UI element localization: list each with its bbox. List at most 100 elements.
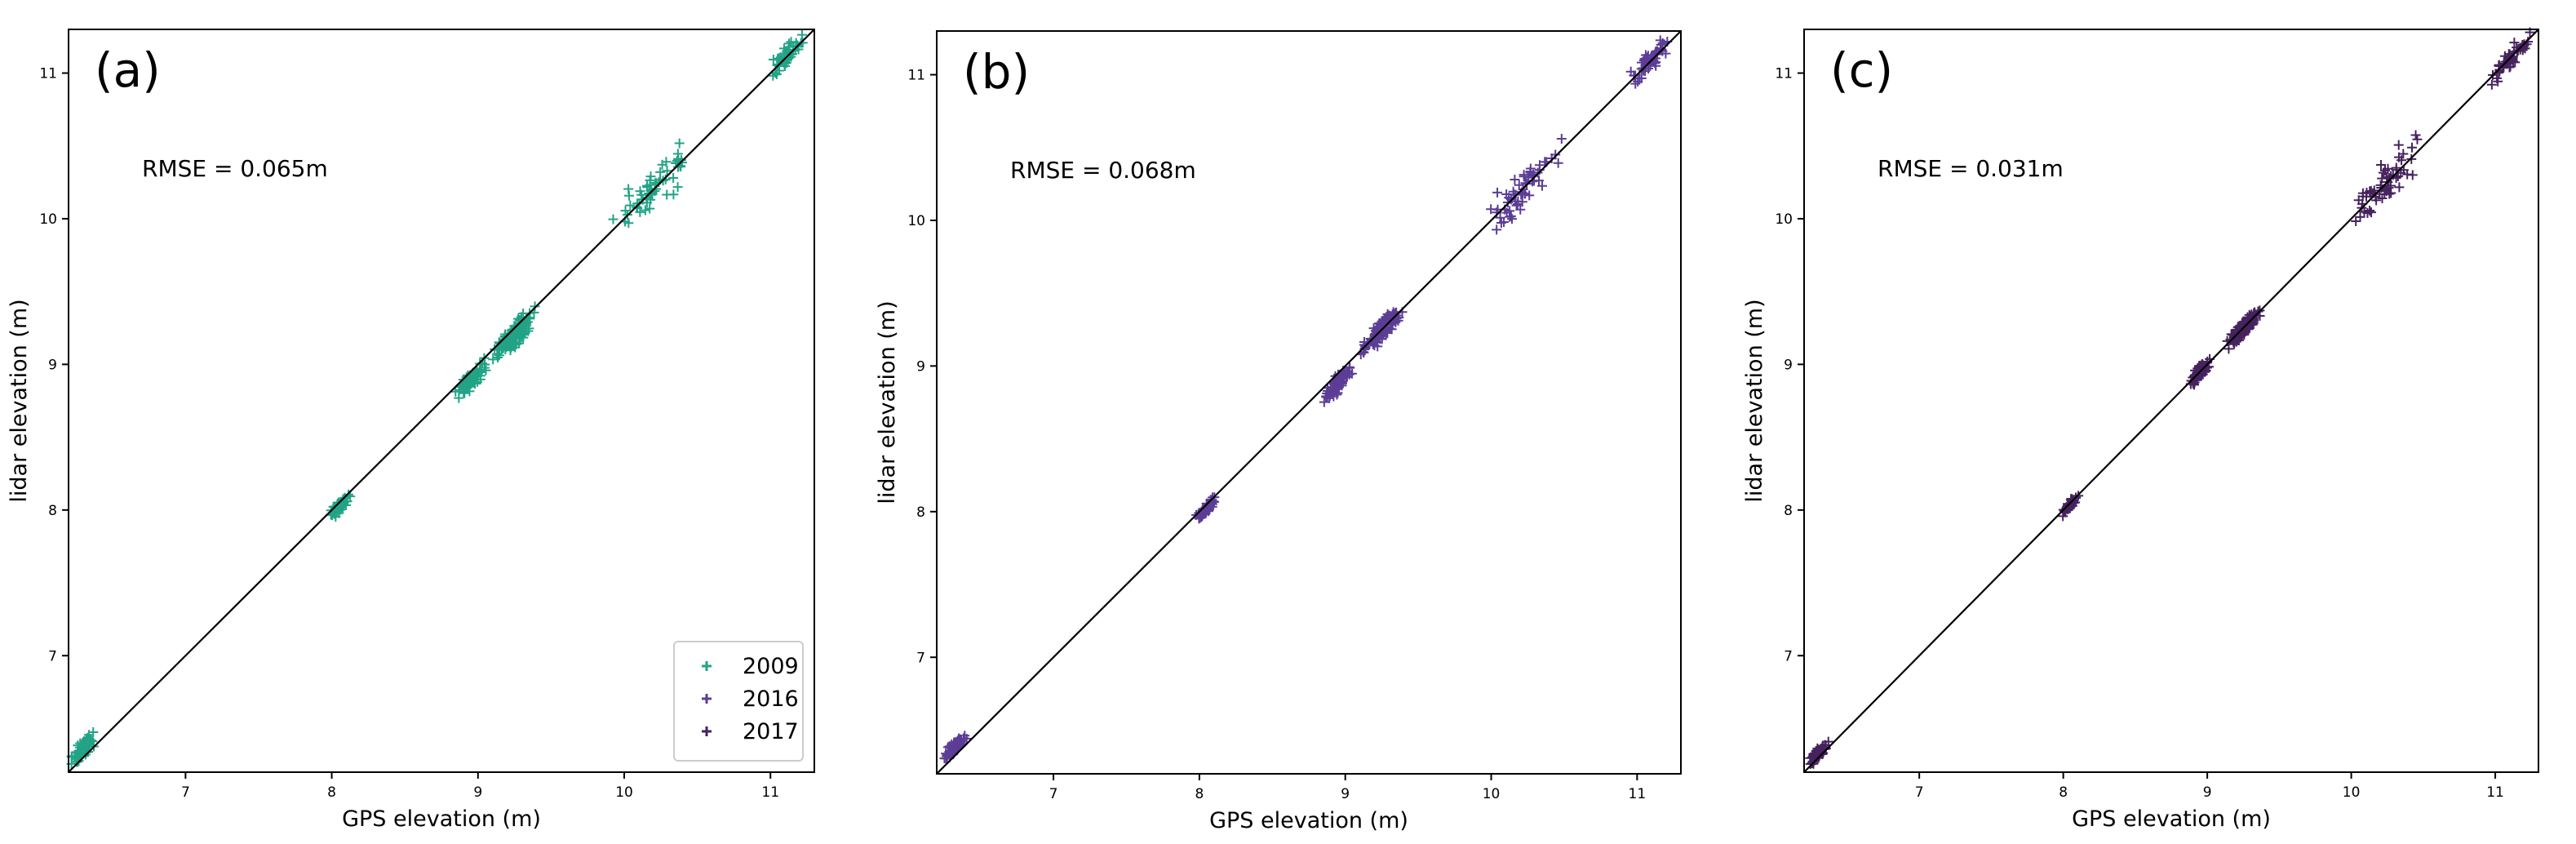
x-tick-label: 7 xyxy=(1915,784,1924,801)
scatter-point xyxy=(787,48,797,59)
y-axis-label: lidar elevation (m) xyxy=(1742,299,1767,502)
scatter-point xyxy=(1328,383,1339,393)
scatter-point xyxy=(954,733,964,744)
scatter-point xyxy=(2369,185,2379,196)
scatter-point xyxy=(2515,44,2525,55)
scatter-point xyxy=(1501,189,1512,199)
scatter-point xyxy=(642,180,652,191)
scatter-point xyxy=(1360,342,1371,353)
y-tick-label: 10 xyxy=(907,213,925,229)
scatter-point xyxy=(1328,391,1339,402)
scatter-point xyxy=(636,189,647,200)
y-tick-label: 11 xyxy=(1775,66,1793,82)
legend-label: 2016 xyxy=(743,686,799,712)
y-tick-label: 8 xyxy=(48,503,57,519)
scatter-point xyxy=(786,37,796,47)
scatter-point xyxy=(329,508,339,518)
x-tick-label: 8 xyxy=(327,784,336,801)
scatter-point xyxy=(2192,370,2203,380)
y-tick-label: 9 xyxy=(1784,357,1793,373)
scatter-point xyxy=(459,380,470,390)
scatter-point xyxy=(530,301,540,312)
scatter-point xyxy=(2066,499,2077,509)
scatter-point xyxy=(504,341,515,352)
plot-frame xyxy=(1803,29,2539,773)
scatter-point xyxy=(80,742,91,753)
x-tick-label: 9 xyxy=(473,784,482,801)
scatter-point xyxy=(625,200,636,211)
scatter-point xyxy=(71,753,82,764)
scatter-point xyxy=(1368,339,1378,349)
scatter-point xyxy=(2396,155,2407,166)
scatter-point xyxy=(1640,50,1651,60)
scatter-point xyxy=(1194,513,1204,524)
scatter-point xyxy=(1556,133,1567,144)
scatter-point xyxy=(1513,196,1523,207)
x-tick-label: 11 xyxy=(761,784,779,801)
scatter-point xyxy=(2231,325,2241,335)
scatter-point xyxy=(2410,130,2421,140)
scatter-point xyxy=(1525,163,1536,174)
legend-marker xyxy=(702,661,712,671)
scatter-point xyxy=(2224,344,2234,354)
scatter-point xyxy=(2510,57,2521,68)
scatter-point xyxy=(1515,204,1526,215)
scatter-point xyxy=(939,753,950,764)
scatter-point xyxy=(2355,211,2365,222)
scatter-point xyxy=(1384,310,1394,321)
panel-a: 7 8 9 10 11 7 8 9 10 11 GPS elevation (m) lidar ele… xyxy=(7,29,815,832)
scatter-point xyxy=(2196,364,2206,375)
scatter-point xyxy=(2381,184,2392,195)
rmse-annotation: RMSE = 0.068m xyxy=(1010,157,1196,184)
scatter-point xyxy=(1553,158,1563,168)
scatter-series xyxy=(1805,27,2535,770)
scatter-point xyxy=(1519,171,1529,182)
scatter-point xyxy=(1508,186,1519,197)
y-tick-label: 11 xyxy=(907,68,925,84)
scatter-point xyxy=(623,218,634,229)
scatter-point xyxy=(2391,162,2401,173)
x-tick-label: 10 xyxy=(2343,784,2361,801)
x-tick-label: 8 xyxy=(1195,786,1204,802)
scatter-point xyxy=(1811,748,1821,759)
panel-c: 7 8 9 10 11 7 8 9 10 11 GPS elevation (m) lidar ele… xyxy=(1742,27,2539,832)
x-tick-label: 11 xyxy=(1629,786,1647,802)
scatter-point xyxy=(2353,195,2364,206)
x-tick-label: 9 xyxy=(1341,786,1350,802)
scatter-point xyxy=(1390,317,1401,327)
scatter-point xyxy=(2365,206,2375,216)
scatter-point xyxy=(2393,140,2404,150)
x-axis-label: GPS elevation (m) xyxy=(2072,806,2271,832)
scatter-point xyxy=(2379,165,2390,175)
scatter-point xyxy=(1372,341,1383,352)
x-tick-label: 9 xyxy=(2203,784,2212,801)
scatter-point xyxy=(2486,79,2497,90)
scatter-point xyxy=(507,334,517,344)
scatter-point xyxy=(672,182,683,193)
scatter-point xyxy=(1492,187,1503,198)
scatter-point xyxy=(2378,167,2388,178)
y-axis-label: lidar elevation (m) xyxy=(875,300,900,504)
scatter-point xyxy=(662,189,672,200)
legend: 2009 2016 2017 xyxy=(673,641,804,762)
scatter-point xyxy=(69,752,80,762)
scatter-point xyxy=(513,313,524,324)
panel-label: (b) xyxy=(963,44,1030,100)
scatter-point xyxy=(662,166,672,176)
y-tick-label: 7 xyxy=(916,650,925,666)
legend-marker xyxy=(702,694,712,704)
scatter-point xyxy=(509,340,520,350)
scatter-point xyxy=(797,38,808,48)
x-axis-label: GPS elevation (m) xyxy=(1209,808,1408,833)
y-tick-label: 8 xyxy=(916,504,925,521)
scatter-point xyxy=(2407,142,2418,153)
x-tick-label: 7 xyxy=(1049,786,1058,802)
scatter-point xyxy=(620,206,631,216)
scatter-series xyxy=(939,35,1673,764)
x-tick-label: 11 xyxy=(2486,784,2504,801)
scatter-point xyxy=(1501,207,1512,218)
scatter-point xyxy=(608,214,619,224)
scatter-point xyxy=(944,747,955,757)
rmse-annotation: RMSE = 0.065m xyxy=(142,155,328,182)
x-tick-label: 10 xyxy=(1483,786,1501,802)
